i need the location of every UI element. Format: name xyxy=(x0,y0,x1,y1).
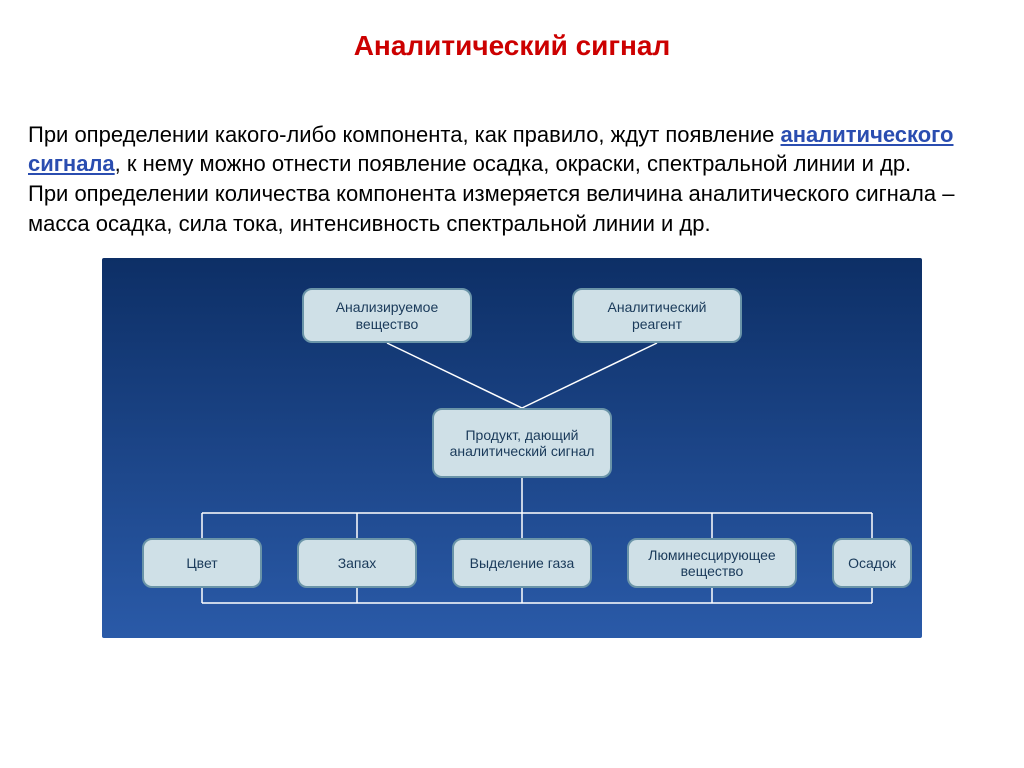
flowchart-node: Люминесцирующее вещество xyxy=(627,538,797,588)
flowchart-node: Анализируемое вещество xyxy=(302,288,472,343)
slide-title: Аналитический сигнал xyxy=(28,30,996,62)
flowchart-node: Продукт, дающий аналитический сигнал xyxy=(432,408,612,478)
slide-page: Аналитический сигнал При определении как… xyxy=(0,0,1024,768)
flowchart-node: Цвет xyxy=(142,538,262,588)
flowchart-diagram: Анализируемое вещество Аналитический реаг… xyxy=(102,258,922,638)
flowchart-node: Запах xyxy=(297,538,417,588)
para-pre: При определении какого-либо компонента, … xyxy=(28,122,781,147)
flowchart-node: Осадок xyxy=(832,538,912,588)
flowchart-node: Выделение газа xyxy=(452,538,592,588)
flowchart-node: Аналитический реагент xyxy=(572,288,742,343)
para-post: , к нему можно отнести появление осадка,… xyxy=(28,151,954,235)
body-paragraph: При определении какого-либо компонента, … xyxy=(28,90,996,238)
diagram-container: Анализируемое вещество Аналитический реаг… xyxy=(28,258,996,638)
